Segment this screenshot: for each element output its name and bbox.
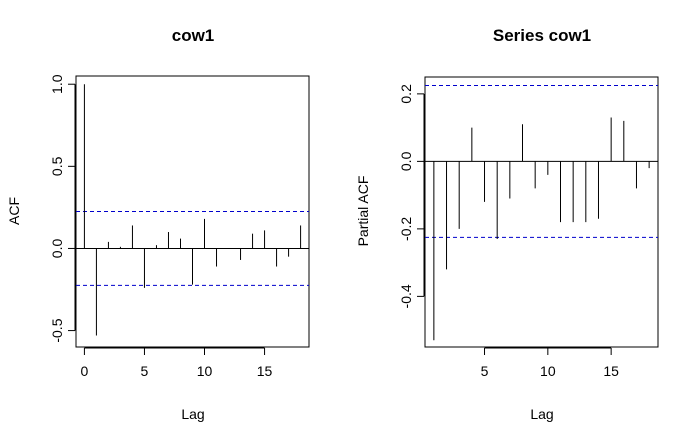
pacf-y-tick-label: -0.4 [398, 284, 414, 308]
acf-y-label: ACF [6, 197, 22, 225]
pacf-title: Series cow1 [493, 26, 591, 45]
pacf-plot-frame [424, 76, 659, 348]
acf-x-tick-label: 5 [141, 363, 149, 379]
acf-y-tick-label: 0.5 [49, 156, 65, 176]
acf-bars [83, 84, 302, 336]
pacf-confidence-band [425, 84, 658, 238]
acf-y-tick-label: 0.0 [49, 239, 65, 259]
pacf-x-tick-label: 15 [603, 363, 619, 379]
acf-x-axis: 0 5 10 15 [81, 347, 273, 379]
pacf-x-label: Lag [530, 406, 553, 422]
acf-y-tick-label: -0.5 [49, 318, 65, 342]
pacf-y-tick-label: 0.2 [398, 84, 414, 104]
acf-panel: cow1 0 5 10 15 -0.5 0.0 0.5 1.0 Lag ACF [6, 26, 310, 422]
acf-x-tick-label: 15 [257, 363, 273, 379]
acf-x-label: Lag [181, 406, 204, 422]
pacf-x-tick-label: 5 [481, 363, 489, 379]
pacf-bars [433, 117, 650, 341]
acf-x-tick-label: 0 [81, 363, 89, 379]
acf-y-tick-label: 1.0 [49, 74, 65, 94]
pacf-x-tick-label: 10 [540, 363, 556, 379]
pacf-y-tick-label: 0.0 [398, 151, 414, 171]
acf-title: cow1 [172, 26, 215, 45]
acf-confidence-band [76, 211, 309, 286]
pacf-y-tick-label: -0.2 [398, 217, 414, 241]
pacf-y-axis: -0.4 -0.2 0.0 0.2 [398, 84, 425, 308]
pacf-y-label: Partial ACF [355, 176, 371, 247]
acf-x-tick-label: 10 [197, 363, 213, 379]
pacf-x-axis: 5 10 15 [481, 347, 619, 379]
pacf-panel: Series cow1 5 10 15 -0.4 -0.2 0.0 0.2 Lag Par… [355, 26, 659, 422]
acf-y-axis: -0.5 0.0 0.5 1.0 [49, 74, 76, 343]
